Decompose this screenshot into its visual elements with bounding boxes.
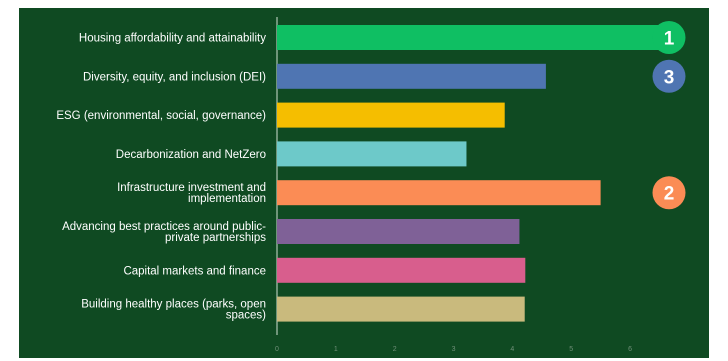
category-label-6: Advancing best practices around public-p…	[62, 221, 266, 244]
x-tick-label-6: 6	[628, 346, 632, 353]
category-label-3: ESG (environmental, social, governance)	[56, 110, 266, 122]
category-label-5: Infrastructure investment and implementat…	[117, 182, 266, 205]
category-label-7: Capital markets and finance	[123, 265, 266, 277]
rank-badge-label-1: 1	[664, 29, 675, 50]
x-tick-label-2: 2	[393, 346, 397, 353]
chart-panel: Housing affordability and attainability D…	[19, 8, 709, 358]
rank-badge-1	[652, 21, 686, 54]
bar-5	[277, 180, 601, 206]
x-tick-label-4: 4	[510, 346, 514, 353]
bar-chart: Housing affordability and attainability D…	[56, 17, 686, 353]
bar-1	[277, 25, 673, 50]
rank-badge-3	[652, 59, 686, 93]
bar-6	[277, 219, 520, 244]
bar-8	[277, 296, 525, 322]
x-tick-label-3: 3	[452, 346, 456, 353]
bar-4	[277, 141, 467, 167]
bar-3	[277, 102, 505, 128]
bar-7	[277, 257, 526, 283]
category-label-8: Building healthy places (parks, open spac…	[81, 299, 266, 322]
category-label-2: Diversity, equity, and inclusion (DEI)	[83, 71, 266, 83]
x-tick-label-5: 5	[569, 346, 573, 353]
rank-badge-label-2: 2	[664, 184, 675, 205]
x-tick-label-1: 1	[334, 346, 338, 353]
rank-badge-2	[652, 176, 686, 210]
category-label-1: Housing affordability and attainability	[79, 33, 266, 45]
x-tick-label-0: 0	[275, 346, 279, 353]
category-label-4: Decarbonization and NetZero	[116, 149, 266, 161]
bar-2	[277, 63, 546, 89]
rank-badge-label-3: 3	[664, 67, 675, 88]
